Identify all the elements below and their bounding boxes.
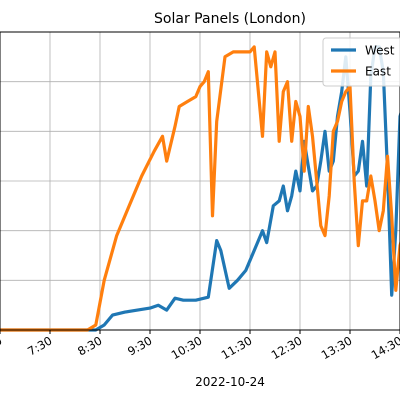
series-layer bbox=[0, 45, 400, 332]
x-tick-label: 11:30 bbox=[219, 333, 255, 362]
x-tick-label: 7:30 bbox=[25, 333, 54, 358]
chart-title: Solar Panels (London) bbox=[154, 11, 306, 27]
legend-label-east: East bbox=[365, 65, 391, 79]
x-tick-label: 9:30 bbox=[125, 333, 154, 358]
x-tick-label: 10:30 bbox=[169, 333, 205, 362]
series-line-east bbox=[0, 45, 400, 332]
legend: West East bbox=[322, 37, 400, 87]
x-axis-label: 2022-10-24 bbox=[195, 375, 265, 389]
x-axis-ticks: 6:30 7:30 8:30 9:30 10:30 11:30 12:30 13:30 14:3… bbox=[0, 330, 400, 362]
x-tick-label: 14:30 bbox=[369, 333, 400, 362]
x-tick-label: 13:30 bbox=[319, 333, 355, 362]
x-tick-label: 6:30 bbox=[0, 333, 5, 358]
legend-label-west: West bbox=[365, 44, 395, 58]
x-tick-label: 12:30 bbox=[269, 333, 305, 362]
x-tick-label: 8:30 bbox=[75, 333, 104, 358]
